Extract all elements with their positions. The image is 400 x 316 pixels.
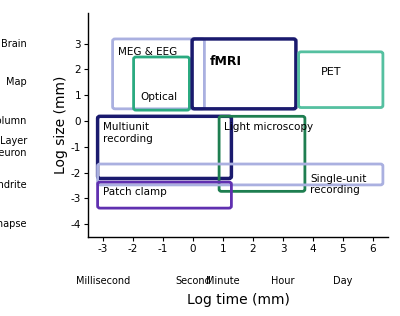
Text: MEG & EEG: MEG & EEG xyxy=(118,47,177,58)
Text: Optical: Optical xyxy=(140,92,178,102)
Text: Column: Column xyxy=(0,116,27,126)
Text: Light microscopy: Light microscopy xyxy=(224,122,314,132)
Text: PET: PET xyxy=(321,67,341,77)
Text: Day: Day xyxy=(333,276,353,286)
Text: Minute: Minute xyxy=(206,276,240,286)
Text: Multiunit
recording: Multiunit recording xyxy=(103,122,153,144)
Text: Brain: Brain xyxy=(1,39,27,49)
Y-axis label: Log size (mm): Log size (mm) xyxy=(54,76,68,174)
Text: Hour: Hour xyxy=(271,276,295,286)
Text: fMRI: fMRI xyxy=(210,55,242,68)
Text: Synapse: Synapse xyxy=(0,219,27,229)
Text: Patch clamp: Patch clamp xyxy=(103,187,167,197)
Text: Millisecond: Millisecond xyxy=(76,276,130,286)
Text: Map: Map xyxy=(6,77,27,87)
X-axis label: Log time (mm): Log time (mm) xyxy=(186,293,290,307)
Text: Layer
Neuron: Layer Neuron xyxy=(0,136,27,158)
Text: Single-unit
recording: Single-unit recording xyxy=(310,174,366,195)
Text: Dendrite: Dendrite xyxy=(0,180,27,191)
Text: Second: Second xyxy=(175,276,211,286)
